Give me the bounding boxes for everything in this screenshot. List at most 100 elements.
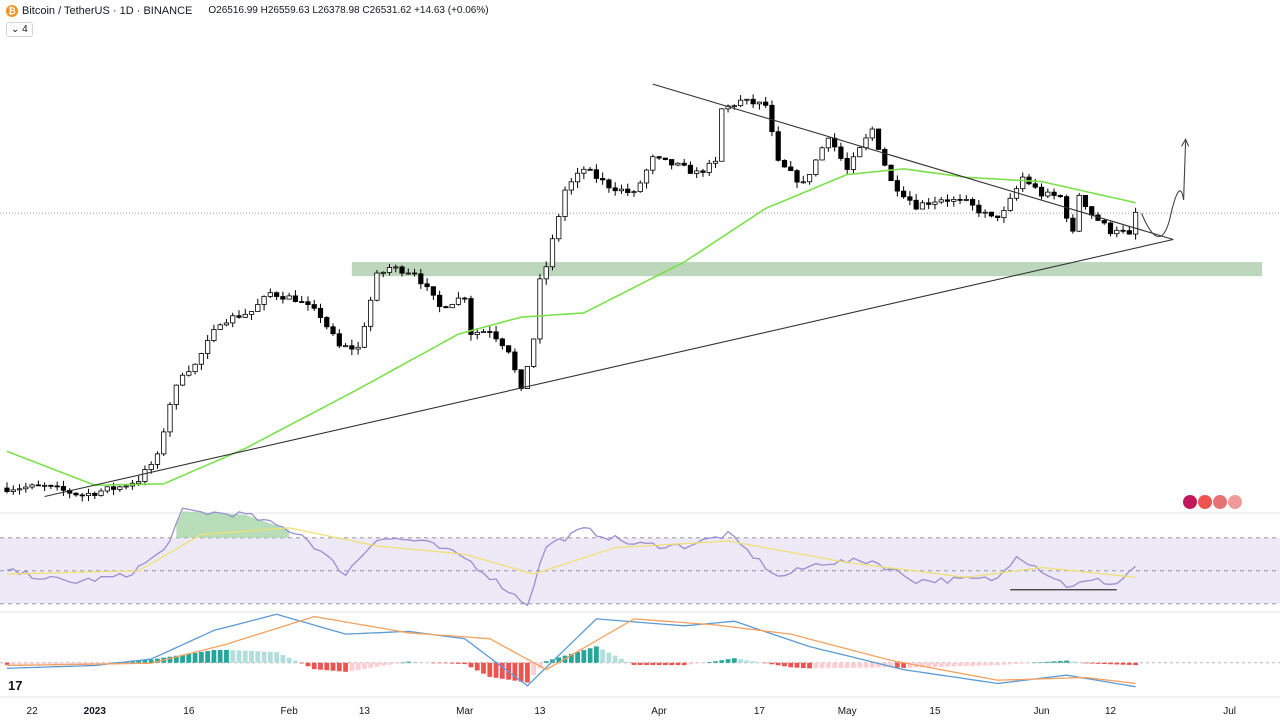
macd-histogram-bar [23, 662, 29, 665]
event-badge[interactable] [1183, 495, 1197, 509]
x-tick-label: Jul [1223, 706, 1236, 717]
candle [731, 105, 737, 108]
macd-histogram-bar [286, 657, 292, 663]
macd-histogram-bar [938, 662, 944, 667]
macd-histogram-bar [186, 653, 192, 663]
candle [299, 301, 305, 303]
candle [606, 179, 612, 189]
candle [700, 170, 706, 173]
candle [505, 345, 512, 353]
candle [957, 198, 963, 201]
x-tick-label: Mar [456, 706, 474, 717]
event-badge[interactable] [1213, 495, 1227, 509]
candle [1070, 217, 1076, 232]
candlestick-pane[interactable] [0, 83, 1280, 502]
candle [430, 286, 436, 296]
macd-histogram-bar [1064, 660, 1070, 663]
macd-histogram-bar [230, 650, 236, 663]
candle [631, 191, 637, 194]
macd-histogram-bar [280, 654, 286, 663]
candle [988, 211, 994, 217]
macd-histogram-bar [568, 653, 574, 663]
candle [368, 299, 374, 327]
macd-histogram-bar [857, 662, 863, 668]
trendline-lower [44, 238, 1174, 498]
candle [712, 160, 719, 164]
candle [267, 292, 273, 297]
macd-histogram-bar [813, 662, 819, 669]
candle [593, 169, 599, 179]
macd-histogram-bar [1032, 662, 1038, 664]
macd-histogram-bar [261, 651, 267, 663]
macd-histogram-bar [242, 650, 248, 663]
candle [242, 313, 248, 318]
rsi-pane[interactable] [0, 507, 1280, 607]
candle [662, 157, 668, 160]
tradingview-logo-icon: 17 [8, 678, 23, 693]
event-badge[interactable] [1198, 495, 1212, 509]
candle [982, 211, 988, 214]
candle [543, 266, 549, 280]
event-badges[interactable] [1183, 495, 1242, 509]
event-badge[interactable] [1228, 495, 1242, 509]
macd-histogram-bar [318, 662, 323, 670]
macd-histogram-bar [98, 662, 104, 664]
x-tick-label: 16 [183, 706, 195, 717]
candle [1089, 206, 1095, 216]
macd-histogram-bar [970, 662, 975, 666]
macd-pane[interactable] [0, 611, 1280, 688]
candle [951, 198, 957, 202]
macd-histogram-bar [600, 649, 606, 663]
candle [650, 156, 656, 171]
macd-histogram-bar [424, 662, 430, 663]
macd-histogram-bar [481, 662, 486, 674]
macd-histogram-bar [587, 648, 593, 663]
macd-histogram-bar [343, 662, 348, 672]
candle [1082, 194, 1089, 208]
macd-histogram-bar [330, 662, 336, 671]
macd-histogram-bar [650, 662, 656, 666]
candle [857, 147, 863, 158]
macd-histogram-bar [249, 651, 254, 663]
candle [675, 162, 681, 166]
macd-histogram-bar [1020, 662, 1026, 664]
signal-line [6, 615, 1136, 685]
candle [211, 329, 217, 341]
macd-histogram-bar [988, 662, 994, 666]
macd-histogram-bar [963, 662, 969, 667]
candle [694, 170, 700, 174]
macd-histogram-bar [581, 650, 587, 663]
candle [1020, 176, 1026, 190]
macd-histogram-bar [468, 662, 474, 668]
macd-histogram-bar [311, 662, 317, 670]
macd-histogram-bar [1108, 662, 1113, 665]
x-tick-label: 22 [27, 706, 39, 717]
symbol-title[interactable]: Bitcoin / TetherUS · 1D · BINANCE [22, 5, 193, 17]
candle [1057, 195, 1063, 198]
candle [455, 297, 462, 305]
macd-histogram-bar [1014, 662, 1019, 664]
macd-histogram-bar [86, 662, 91, 664]
candle [932, 201, 938, 205]
candle [186, 371, 192, 376]
macd-histogram-bar [694, 662, 700, 664]
indicators-toggle[interactable]: ⌄ 4 [6, 22, 33, 37]
projection-path [1141, 140, 1187, 238]
macd-histogram-bar [61, 662, 66, 665]
candle [1114, 229, 1120, 235]
macd-histogram-bar [819, 662, 825, 669]
candle [10, 489, 16, 492]
macd-histogram-bar [844, 662, 850, 668]
candle [819, 147, 825, 161]
macd-histogram-bar [274, 652, 280, 663]
candle [462, 297, 468, 300]
candle [863, 137, 869, 149]
ema-line [6, 168, 1136, 487]
candle [995, 215, 1001, 219]
macd-histogram-bar [487, 662, 493, 677]
macd-histogram-bar [437, 662, 443, 664]
candle [574, 172, 581, 183]
candle [286, 295, 292, 300]
macd-histogram-bar [1083, 662, 1088, 664]
